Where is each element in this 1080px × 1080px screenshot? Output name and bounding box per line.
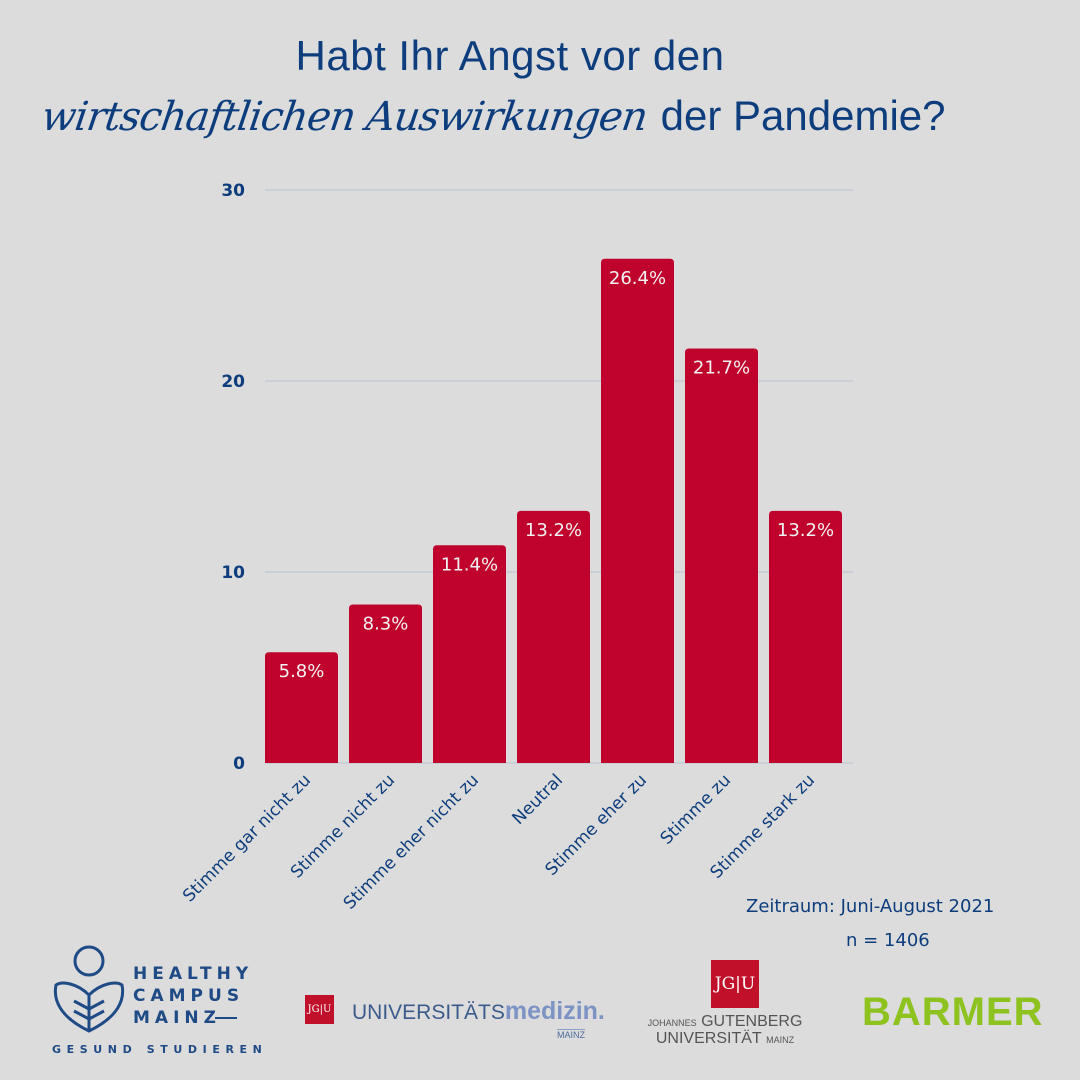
bar: [433, 545, 506, 763]
x-tick-label: Stimme gar nicht zu: [179, 770, 315, 906]
bar-value-label: 11.4%: [441, 554, 498, 575]
healthy-campus-logo-icon: [53, 945, 125, 1033]
bar: [349, 604, 422, 763]
jgu-logo-icon: JG|U: [711, 960, 759, 1008]
bar: [265, 652, 338, 763]
y-tick-label: 0: [233, 754, 245, 774]
bars: [265, 258, 842, 763]
x-tick-label: Neutral: [509, 770, 568, 829]
jgu-mark-icon: JG|U: [305, 995, 334, 1024]
period-note: Zeitraum: Juni-August 2021: [746, 896, 995, 917]
healthy-campus-wordmark: HEALTHY CAMPUS MAINZ: [133, 964, 254, 1028]
bar-value-label: 13.2%: [525, 520, 582, 541]
bar-value-label: 13.2%: [777, 520, 834, 541]
y-tick-label: 10: [221, 563, 245, 583]
bar-value-label: 26.4%: [609, 268, 666, 289]
sample-size-note: n = 1406: [846, 930, 930, 951]
bar-value-label: 8.3%: [363, 613, 409, 634]
chart-title-line2: wirtschaftlichen Auswirkungen der Pandemi…: [39, 92, 946, 140]
unimedizin-mainz: MAINZ: [557, 1029, 585, 1040]
x-tick-label: Stimme zu: [657, 770, 735, 848]
bar: [769, 510, 842, 763]
bar-value-label: 21.7%: [693, 358, 750, 379]
jgu-wordmark: JOHANNES GUTENBERG UNIVERSITÄT MAINZ: [647, 1013, 803, 1047]
y-axis-ticks: 0 10 20 30: [221, 181, 245, 774]
barmer-logo: BARMER: [862, 990, 1044, 1034]
healthy-campus-subtitle: GESUND STUDIEREN: [52, 1043, 268, 1056]
chart-title-rest: der Pandemie?: [660, 92, 946, 139]
x-tick-label: Stimme eher nicht zu: [340, 770, 483, 913]
bar: [685, 348, 758, 763]
chart-title-line1: Habt Ihr Angst vor den: [295, 32, 725, 79]
bar-value-label: 5.8%: [279, 661, 325, 682]
bar: [517, 510, 590, 763]
bar-chart: 0 10 20 30 5.8% 8.3% 11.4% 13.2% 26.4% 21.7% 13.2…: [179, 181, 853, 914]
value-labels: 5.8% 8.3% 11.4% 13.2% 26.4% 21.7% 13.2%: [279, 268, 834, 682]
y-tick-label: 20: [221, 372, 245, 392]
unimedizin-logo: UNIVERSITÄTSmedizin.: [352, 997, 605, 1025]
y-tick-label: 30: [221, 181, 245, 201]
bar: [601, 258, 674, 763]
